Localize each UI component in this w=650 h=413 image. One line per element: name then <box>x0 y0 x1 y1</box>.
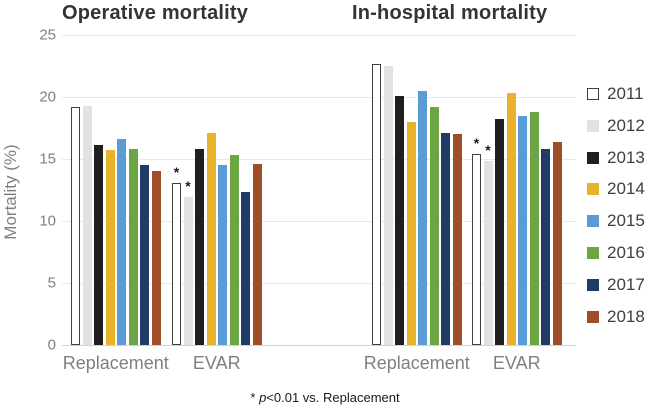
legend-label-2012: 2012 <box>607 115 645 135</box>
y-axis-tick-label: 25 <box>39 26 56 44</box>
legend-label-2015: 2015 <box>607 211 645 231</box>
gridline <box>62 221 576 222</box>
gridline <box>62 35 576 36</box>
gridline <box>62 159 576 160</box>
legend-item-2012: 2012 <box>587 116 645 136</box>
y-axis-tick-label: 0 <box>47 336 56 354</box>
legend-swatch-2013 <box>587 151 599 164</box>
y-axis-label: Mortality (%) <box>1 144 20 240</box>
bar-in-hospital-evar-2018 <box>552 141 562 345</box>
gridline <box>62 97 576 98</box>
legend-label-2016: 2016 <box>607 243 645 262</box>
bar-in-hospital-replacement-2013 <box>395 95 404 345</box>
bar-operative-evar-2018 <box>252 163 262 345</box>
significance-asterisk: * <box>485 142 491 159</box>
y-axis-tick-label: 10 <box>39 212 56 230</box>
panel-title-in-hospital-mortality: In-hospital mortality <box>352 2 548 24</box>
bar-in-hospital-evar-2013 <box>495 119 504 345</box>
significance-asterisk: * <box>185 178 191 195</box>
bar-operative-replacement-2014 <box>105 150 115 345</box>
bar-operative-replacement-2012 <box>82 105 92 345</box>
bar-operative-replacement-2011 <box>71 106 80 345</box>
legend-item-2017: 2017 <box>587 275 645 295</box>
legend-swatch-2011 <box>587 88 599 100</box>
legend-item-2016: 2016 <box>587 243 645 263</box>
bar-in-hospital-replacement-2016 <box>429 106 439 345</box>
bar-operative-replacement-2013 <box>94 145 103 345</box>
x-axis-line <box>62 345 576 346</box>
y-axis-tick-label: 20 <box>39 88 56 106</box>
panel-title-operative-mortality: Operative mortality <box>62 2 249 24</box>
bar-operative-evar-2013 <box>195 149 204 345</box>
bar-operative-evar-2015 <box>218 165 227 345</box>
bar-in-hospital-replacement-2017 <box>441 132 450 345</box>
legend-swatch-2017 <box>587 278 599 291</box>
legend-swatch-2015 <box>587 215 599 228</box>
bar-operative-replacement-2017 <box>140 165 149 345</box>
significance-footnote: * p<0.01 vs. Replacement <box>250 390 399 405</box>
bar-in-hospital-evar-2015 <box>518 115 527 345</box>
legend-item-2018: 2018 <box>587 307 645 327</box>
bar-in-hospital-replacement-2015 <box>418 90 427 345</box>
footnote-asterisk: * <box>250 390 256 405</box>
legend-item-2011: 2011 <box>587 84 644 104</box>
bar-operative-evar-2016 <box>229 155 239 345</box>
bar-operative-evar-2017 <box>241 192 250 345</box>
footnote-text: <0.01 vs. Replacement <box>266 390 400 405</box>
bar-in-hospital-evar-2017 <box>541 149 550 345</box>
bar-in-hospital-evar-2016 <box>529 111 539 345</box>
category-label-evar: EVAR <box>192 353 241 373</box>
bar-operative-evar-2012 <box>183 197 193 345</box>
bar-in-hospital-evar-2012 <box>483 161 493 345</box>
bar-in-hospital-replacement-2018 <box>452 134 462 345</box>
bar-operative-evar-2011 <box>172 182 181 345</box>
legend-swatch-2012 <box>587 119 599 132</box>
legend-swatch-2018 <box>587 310 599 323</box>
y-axis-tick-label: 5 <box>47 274 56 292</box>
bar-operative-replacement-2015 <box>117 139 126 345</box>
legend-label-2013: 2013 <box>607 147 645 167</box>
legend-swatch-2016 <box>587 247 599 259</box>
bar-operative-replacement-2018 <box>151 171 161 345</box>
y-axis-tick-label: 15 <box>39 150 56 168</box>
bar-in-hospital-replacement-2014 <box>406 121 416 345</box>
significance-asterisk: * <box>473 135 480 152</box>
legend-label-2011: 2011 <box>607 84 644 103</box>
legend-item-2013: 2013 <box>587 148 645 168</box>
legend-item-2014: 2014 <box>587 179 645 199</box>
category-label-replacement: Replacement <box>62 353 169 373</box>
legend-item-2015: 2015 <box>587 211 645 231</box>
bar-in-hospital-replacement-2011 <box>372 63 381 345</box>
significance-asterisk: * <box>173 163 180 180</box>
bar-in-hospital-evar-2014 <box>506 93 516 345</box>
category-label-replacement: Replacement <box>363 353 470 373</box>
legend-label-2014: 2014 <box>607 179 645 199</box>
legend-swatch-2014 <box>587 183 599 196</box>
legend-label-2018: 2018 <box>607 306 645 326</box>
footnote-p: p <box>259 390 267 405</box>
bar-operative-evar-2014 <box>206 132 216 345</box>
bar-in-hospital-evar-2011 <box>472 154 481 345</box>
bar-in-hospital-replacement-2012 <box>383 66 393 345</box>
legend-label-2017: 2017 <box>607 274 645 294</box>
bar-operative-replacement-2016 <box>128 149 138 345</box>
gridline <box>62 283 576 284</box>
category-label-evar: EVAR <box>492 353 541 373</box>
